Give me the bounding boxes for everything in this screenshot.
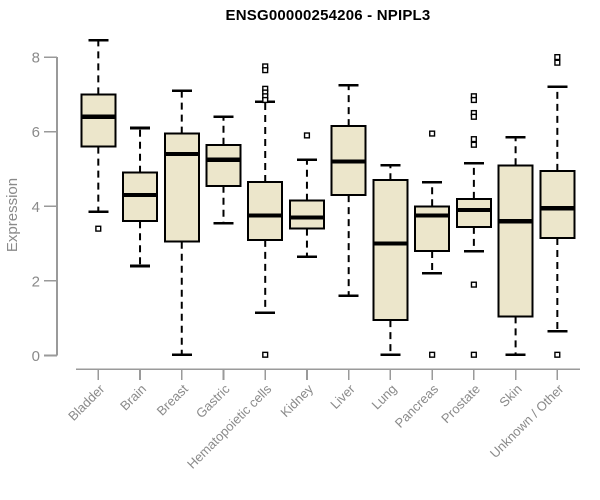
- outlier-point: [554, 54, 561, 61]
- outlier-point: [470, 281, 477, 288]
- boxplot-pancreas: [414, 130, 451, 358]
- x-tick-label-pancreas: Pancreas: [392, 381, 442, 431]
- boxplot-skin: [497, 135, 534, 357]
- boxplot-breast: [163, 89, 200, 357]
- outlier-point: [554, 59, 561, 66]
- x-tick-label-lung: Lung: [368, 381, 399, 412]
- iqr-box: [163, 132, 200, 243]
- outlier-point: [262, 96, 269, 104]
- y-tick-label: 2: [32, 273, 40, 290]
- x-tick-label-skin: Skin: [496, 381, 524, 409]
- iqr-box: [455, 197, 492, 228]
- iqr-box: [288, 199, 325, 230]
- x-tick-label-unknown-other: Unknown / Other: [487, 381, 567, 461]
- x-tick-label-prostate: Prostate: [438, 381, 483, 426]
- y-axis-title: Expression: [4, 178, 21, 252]
- outlier-point: [470, 113, 477, 120]
- x-tick-label-gastric: Gastric: [193, 381, 233, 421]
- iqr-box: [497, 164, 534, 318]
- y-tick-label: 4: [32, 199, 40, 216]
- iqr-box: [414, 205, 451, 253]
- x-tick-label-liver: Liver: [327, 381, 358, 412]
- iqr-box: [539, 169, 576, 240]
- boxplot-lung: [372, 163, 409, 357]
- outlier-point: [429, 351, 436, 358]
- outlier-point: [470, 96, 477, 104]
- boxplot-gastric: [205, 115, 242, 225]
- boxplot-bladder: [80, 39, 117, 232]
- x-tick-label-kidney: Kidney: [277, 381, 316, 420]
- outlier-point: [95, 225, 102, 232]
- outlier-point: [554, 351, 561, 358]
- iqr-box: [372, 179, 409, 322]
- outlier-point: [303, 132, 311, 139]
- x-tick-label-breast: Breast: [154, 381, 191, 418]
- boxplot-brain: [122, 126, 159, 268]
- boxplot-prostate: [455, 93, 492, 358]
- outlier-point: [470, 351, 477, 358]
- y-tick-label: 8: [32, 50, 40, 67]
- boxplot-hematopoietic-cells: [247, 63, 284, 358]
- boxplot-liver: [330, 83, 367, 298]
- boxplot-unknown-other: [539, 54, 576, 358]
- y-tick-label: 6: [32, 124, 40, 141]
- outlier-point: [262, 351, 269, 358]
- outlier-point: [262, 67, 269, 74]
- iqr-box: [247, 181, 284, 241]
- boxplot-kidney: [288, 132, 325, 258]
- x-tick-label-brain: Brain: [117, 381, 149, 413]
- outlier-point: [429, 130, 436, 137]
- outlier-point: [470, 141, 477, 148]
- outlier-point: [470, 136, 477, 143]
- x-tick-label-bladder: Bladder: [65, 381, 108, 424]
- chart-title: ENSG00000254206 - NPIPL3: [225, 7, 431, 24]
- iqr-box: [80, 93, 117, 148]
- iqr-box: [205, 143, 242, 187]
- y-tick-label: 0: [32, 348, 40, 365]
